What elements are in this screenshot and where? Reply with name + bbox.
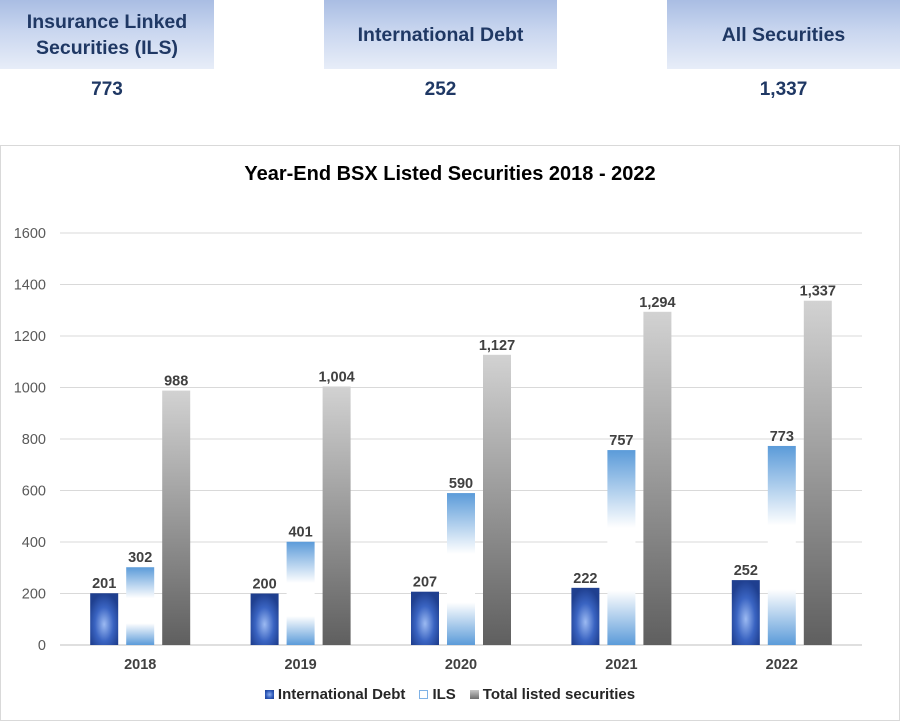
data-label: 988 (164, 374, 188, 390)
data-label: 222 (573, 571, 597, 587)
data-label: 773 (770, 429, 794, 445)
data-label: 1,337 (800, 284, 836, 300)
bar-total-2022 (803, 300, 832, 645)
legend-label-total: Total listed securities (482, 685, 636, 703)
stat-ils-label-line1: Insurance Linked (26, 10, 188, 33)
bar-total-2020 (483, 354, 511, 645)
bar-international-debt-2018 (90, 593, 119, 645)
y-tick-label: 400 (22, 535, 46, 551)
data-label: 1,294 (639, 295, 675, 311)
stat-all-securities-header: All Securities (667, 0, 900, 69)
legend-swatch-total (469, 689, 479, 699)
y-tick-label: 1400 (14, 278, 46, 294)
legend-swatch-international-debt (264, 689, 274, 699)
y-tick-label: 1000 (14, 381, 46, 397)
data-label: 590 (449, 476, 473, 492)
data-label: 252 (734, 563, 758, 579)
y-tick-label: 1600 (14, 226, 46, 242)
bar-ils-2018 (126, 567, 155, 645)
data-label: 401 (288, 525, 312, 541)
bar-ils-2019 (286, 541, 315, 645)
legend-label-international-debt: International Debt (277, 685, 406, 703)
bar-total-2019 (322, 386, 351, 645)
stat-ils-header: Insurance Linked Securities (ILS) (0, 0, 214, 69)
y-tick-label: 0 (38, 638, 46, 654)
bar-ils-2022 (767, 445, 796, 645)
chart-title: Year-End BSX Listed Securities 2018 - 20… (244, 163, 655, 185)
data-label: 757 (609, 433, 633, 449)
y-tick-label: 200 (22, 587, 46, 603)
x-tick-label: 2021 (605, 657, 637, 673)
stat-ils-value: 773 (91, 79, 123, 100)
bar-international-debt-2022 (731, 580, 760, 645)
bar-ils-2020 (447, 493, 475, 645)
y-tick-label: 1200 (14, 329, 46, 345)
stat-all-securities-value: 1,337 (759, 79, 808, 100)
y-tick-label: 600 (22, 484, 46, 500)
bar-international-debt-2020 (411, 591, 439, 645)
chart-legend: International Debt ILS Total listed secu… (0, 684, 900, 704)
x-tick-label: 2020 (445, 657, 477, 673)
bar-total-2021 (643, 311, 672, 645)
x-tick-label: 2018 (124, 657, 156, 673)
data-label: 1,127 (479, 338, 515, 354)
stat-all-securities-label: All Securities (721, 23, 846, 46)
data-label: 207 (413, 575, 437, 591)
data-label: 201 (92, 576, 116, 592)
stat-international-debt-value: 252 (424, 79, 457, 100)
legend-item-international-debt: International Debt (264, 685, 406, 703)
bar-total-2018 (162, 390, 191, 645)
stat-international-debt-header: International Debt (324, 0, 557, 69)
bar-ils-2021 (607, 450, 636, 645)
legend-item-ils: ILS (419, 685, 456, 703)
legend-swatch-ils (419, 689, 429, 699)
legend-label-ils: ILS (432, 685, 456, 703)
data-label: 302 (128, 550, 152, 566)
bar-international-debt-2019 (250, 593, 279, 645)
x-tick-label: 2022 (766, 657, 798, 673)
legend-item-total: Total listed securities (469, 685, 636, 703)
x-tick-label: 2019 (284, 657, 316, 673)
y-tick-label: 800 (22, 432, 46, 448)
stat-international-debt-label: International Debt (357, 23, 524, 46)
bar-international-debt-2021 (571, 587, 600, 645)
stat-ils-label-line2: Securities (ILS) (36, 36, 178, 59)
data-label: 200 (252, 577, 276, 593)
data-label: 1,004 (318, 369, 354, 385)
